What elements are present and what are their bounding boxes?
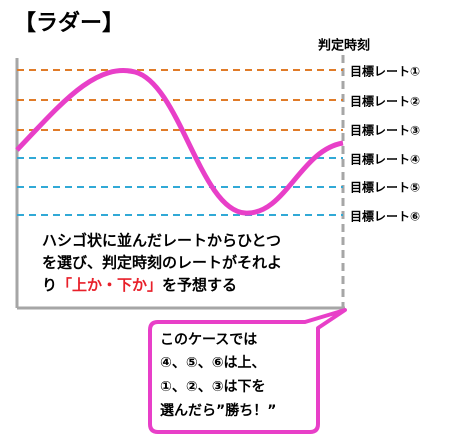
description-text: を予想する — [162, 276, 237, 294]
target-rate: 目標レート③ — [350, 123, 420, 138]
description-line: り「上か・下か」を予想する — [42, 276, 237, 294]
callout-line: ①、②、③は下を — [160, 379, 266, 395]
target-rate: 目標レート⑥ — [350, 209, 420, 224]
target-rate: 目標レート① — [350, 64, 420, 79]
description-text: り — [42, 276, 57, 294]
target-rate: 目標レート② — [350, 94, 420, 109]
description-highlight: 「上か・下か」 — [57, 276, 162, 294]
callout-box — [148, 308, 347, 434]
judgment-time: 判定時刻 — [318, 38, 370, 54]
callout-line: ④、⑤、⑥は上、 — [160, 355, 266, 371]
description-line: ハシゴ状に並んだレートからひとつ — [42, 232, 281, 250]
callout-line: 選んだら”勝ち！” — [160, 402, 276, 419]
target-rate: 目標レート⑤ — [350, 180, 420, 195]
price-curve — [15, 68, 344, 216]
title: 【ラダー】 — [14, 10, 124, 36]
target-rate: 目標レート④ — [350, 152, 420, 167]
description-line: を選び、判定時刻のレートがそれよ — [42, 254, 282, 272]
rate-lines — [17, 69, 343, 216]
callout-line: このケースでは — [160, 332, 257, 348]
